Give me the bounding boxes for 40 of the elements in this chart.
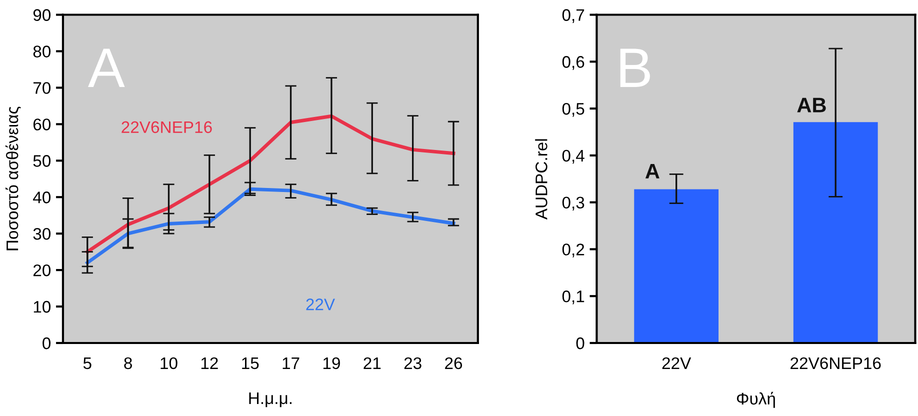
y-tick-label: 0,3 xyxy=(562,196,584,210)
x-tick-label: 22V6NEP16 xyxy=(790,357,881,370)
y-tick-label: 0 xyxy=(576,337,584,350)
y-tick-label: 50 xyxy=(33,155,51,167)
x-tick-label: 19 xyxy=(323,357,340,370)
x-tick-label: 10 xyxy=(160,357,178,370)
y-tick-label: 80 xyxy=(33,46,51,58)
y-tick-label: 0,1 xyxy=(562,290,584,304)
x-tick-label: 22V xyxy=(662,357,692,369)
y-tick-label: 20 xyxy=(33,264,51,276)
y-tick-label: 60 xyxy=(33,118,51,130)
x-tick-label: 23 xyxy=(404,357,422,370)
y-tick-label: 10 xyxy=(34,300,51,313)
x-tick-label: 5 xyxy=(83,357,92,370)
line-series xyxy=(86,187,456,264)
x-axis-title: Η.μ.μ. xyxy=(249,392,292,408)
line-series xyxy=(86,114,456,254)
x-tick-label: 15 xyxy=(242,357,259,370)
x-tick-label: 8 xyxy=(124,357,132,370)
y-tick-label: 0,5 xyxy=(562,102,584,117)
y-tick-label: 0,7 xyxy=(562,9,584,23)
y-tick-label: 0 xyxy=(42,337,51,350)
x-tick-label: 17 xyxy=(282,357,300,369)
y-tick-label: 0,6 xyxy=(562,56,584,70)
y-tick-label: 90 xyxy=(33,9,51,21)
x-tick-label: 21 xyxy=(364,357,381,369)
x-axis-title: Φυλή xyxy=(736,392,775,408)
y-tick-label: 40 xyxy=(33,192,51,204)
text: 22V6NEP16 xyxy=(122,121,212,134)
y-tick-label: 0,4 xyxy=(562,150,584,164)
y-tick-label: 70 xyxy=(33,82,51,94)
x-tick-label: 26 xyxy=(445,357,462,370)
annotation: AB xyxy=(797,98,826,112)
y-axis-title: Ποσοστό ασθένειας xyxy=(6,106,21,250)
y-tick-label: 0,2 xyxy=(562,244,584,258)
x-tick-label: 12 xyxy=(201,357,218,369)
y-tick-label: 30 xyxy=(33,228,51,240)
y-axis-title: AUDPC.rel xyxy=(535,139,548,220)
text: 22V xyxy=(306,298,335,310)
annotation: A xyxy=(645,164,660,178)
